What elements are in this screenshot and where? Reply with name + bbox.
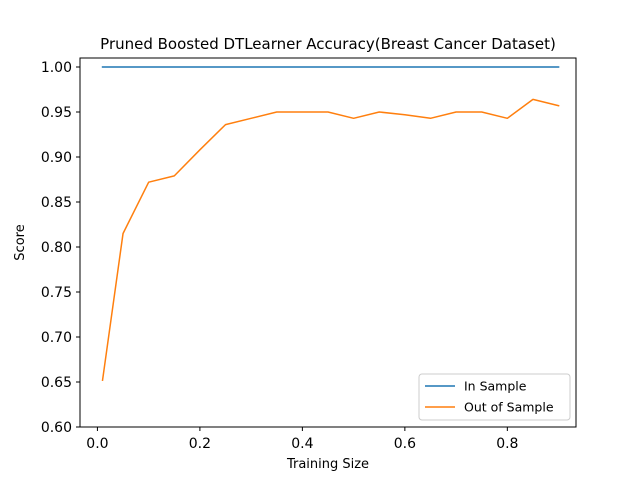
x-axis-label: Training Size [286, 457, 369, 472]
plot-frame [79, 57, 577, 428]
y-axis: 0.60 0.65 0.70 0.75 0.80 0.85 0.90 0.95 1.00 [41, 60, 80, 436]
x-tick-label: 0.4 [291, 436, 313, 452]
y-tick-label: 0.75 [41, 285, 72, 301]
legend-label-out-of-sample: Out of Sample [464, 400, 554, 415]
y-tick-label: 0.65 [41, 375, 72, 391]
x-tick-label: 0.6 [394, 436, 416, 452]
chart-title: Pruned Boosted DTLearner Accuracy(Breast… [100, 35, 556, 53]
y-axis-label: Score [13, 224, 28, 260]
y-tick-label: 0.85 [41, 195, 72, 211]
y-tick-label: 0.60 [41, 420, 72, 436]
x-tick-label: 0.0 [86, 436, 108, 452]
x-tick-label: 0.8 [496, 436, 518, 452]
plot-area [79, 57, 577, 428]
y-tick-label: 0.70 [41, 330, 72, 346]
y-tick-label: 1.00 [41, 60, 72, 76]
x-axis: 0.0 0.2 0.4 0.6 0.8 [86, 427, 518, 452]
y-tick-label: 0.95 [41, 105, 72, 121]
x-tick-label: 0.2 [189, 436, 211, 452]
legend-label-in-sample: In Sample [464, 379, 527, 394]
y-tick-label: 0.90 [41, 150, 72, 166]
plot-background [80, 58, 576, 427]
y-tick-label: 0.80 [41, 240, 72, 256]
legend-box [418, 373, 571, 421]
legend: In Sample Out of Sample [418, 373, 571, 421]
series-line-out-of-sample [101, 98, 560, 382]
series-layer [101, 66, 560, 382]
